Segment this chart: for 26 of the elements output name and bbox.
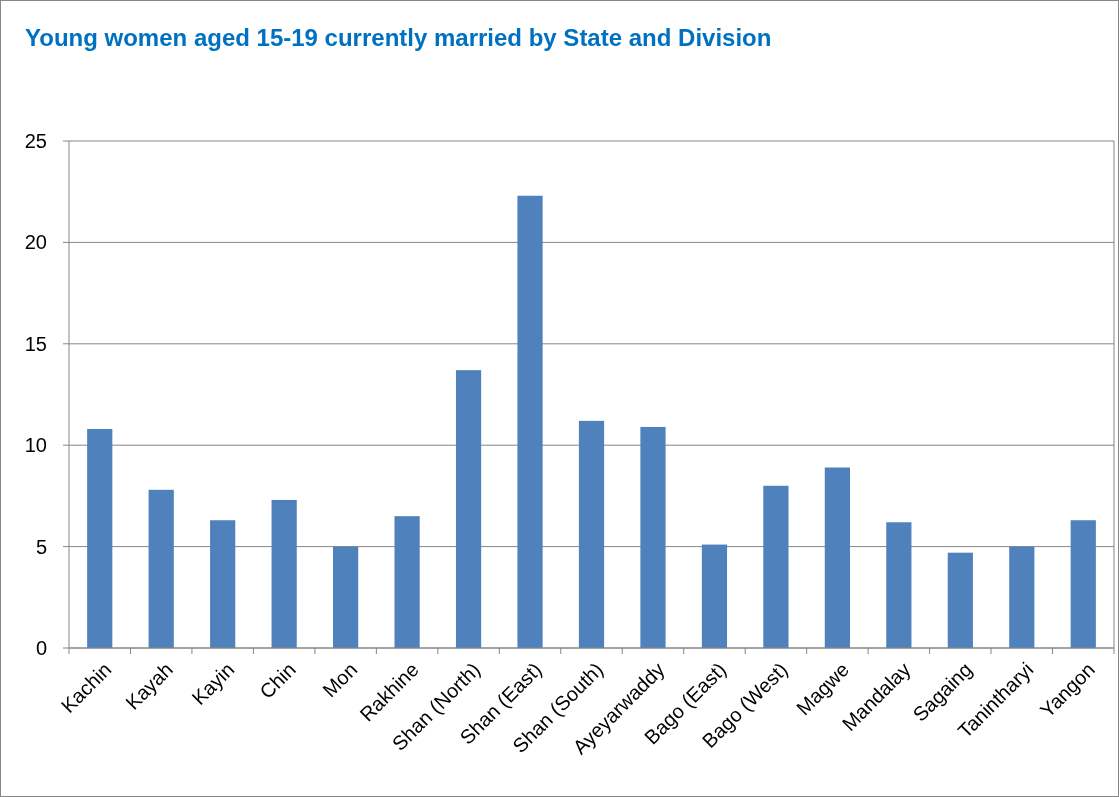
chart-title: Young women aged 15-19 currently married by State and Division	[25, 24, 772, 51]
bar	[947, 552, 973, 648]
bar	[824, 467, 850, 648]
bar	[455, 370, 482, 648]
bar	[640, 426, 666, 648]
y-tick-label: 0	[35, 637, 47, 659]
bar	[1070, 520, 1096, 648]
bar	[578, 420, 605, 648]
y-tick-label: 10	[24, 434, 47, 457]
y-tick-label: 15	[24, 332, 47, 355]
bar	[763, 485, 789, 648]
bar	[271, 499, 297, 648]
bar	[886, 522, 912, 648]
y-tick-label: 5	[35, 535, 47, 558]
x-tick-label: Chin	[255, 658, 300, 703]
bar	[701, 544, 728, 648]
bar	[333, 546, 359, 648]
y-tick-label: 25	[24, 130, 47, 152]
bar	[1009, 546, 1035, 648]
bar	[87, 428, 113, 648]
x-tick-label: Mon	[318, 658, 362, 702]
y-tick-label: 20	[24, 231, 47, 254]
bar	[210, 520, 236, 648]
bar	[148, 489, 174, 648]
bar	[517, 195, 543, 648]
bar	[394, 516, 420, 648]
